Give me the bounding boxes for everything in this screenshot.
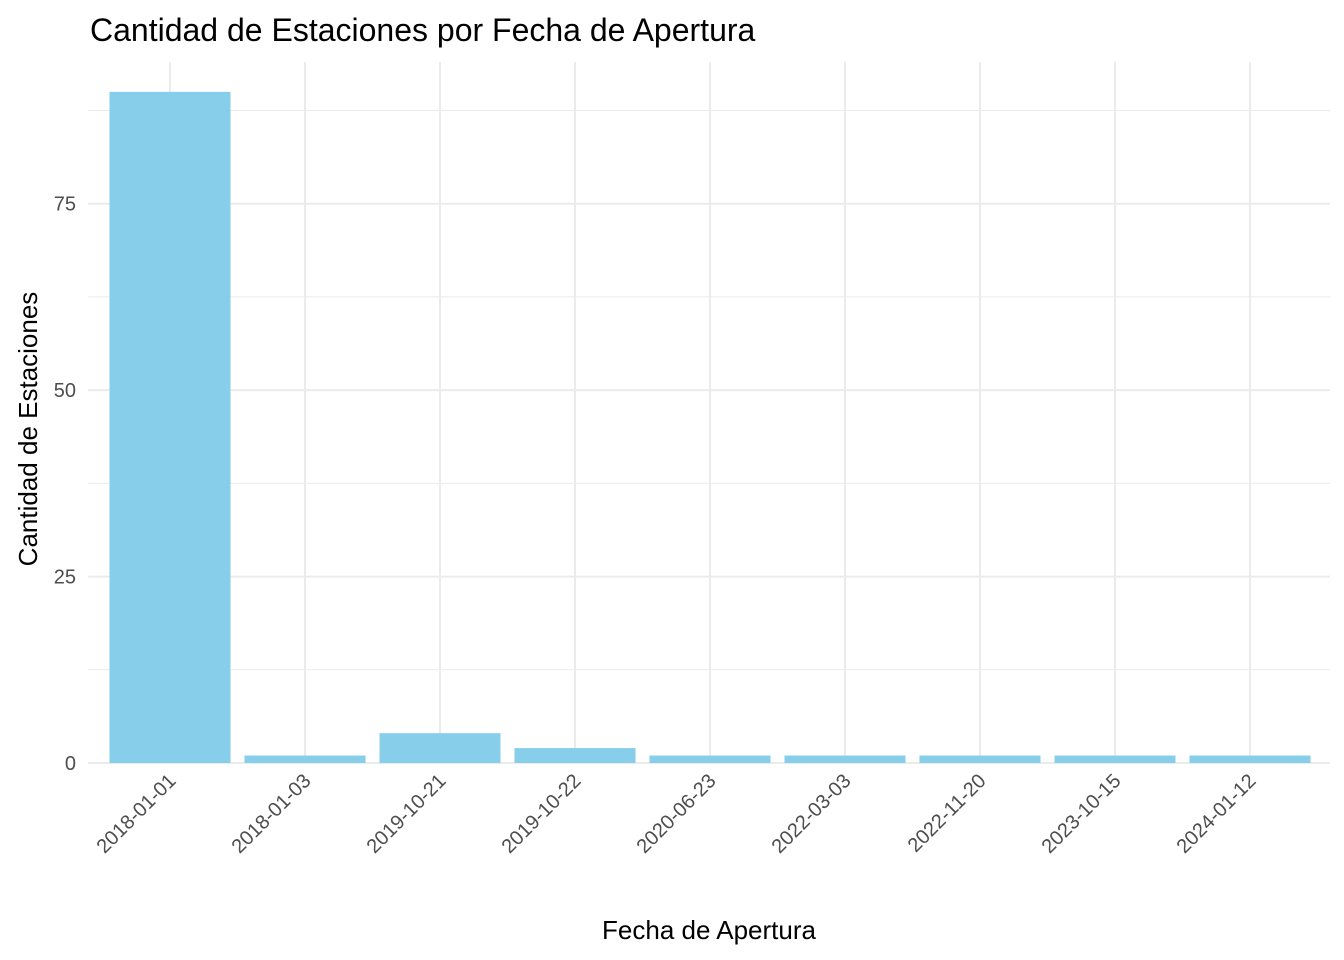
bar-2018-01-03 bbox=[244, 755, 366, 763]
x-tick-label: 2020-06-23 bbox=[633, 770, 721, 858]
bar-2022-11-20 bbox=[919, 755, 1041, 763]
bar-2023-10-15 bbox=[1054, 755, 1176, 763]
bar-2018-01-01 bbox=[109, 91, 231, 764]
y-axis-title: Cantidad de Estaciones bbox=[13, 292, 43, 567]
x-tick-label: 2018-01-03 bbox=[228, 770, 316, 858]
bar-2024-01-12 bbox=[1189, 755, 1311, 763]
y-tick-label: 50 bbox=[54, 380, 76, 402]
bars bbox=[109, 91, 1311, 764]
bar-2020-06-23 bbox=[649, 755, 771, 763]
x-tick-label: 2024-01-12 bbox=[1173, 770, 1261, 858]
y-tick-label: 75 bbox=[54, 194, 76, 216]
x-tick-label: 2022-03-03 bbox=[768, 770, 856, 858]
bar-2022-03-03 bbox=[784, 755, 906, 763]
y-axis-ticks: 0 25 50 75 bbox=[54, 194, 76, 775]
y-tick-label: 0 bbox=[65, 753, 76, 775]
x-tick-label: 2022-11-20 bbox=[904, 770, 991, 857]
bar-2019-10-21 bbox=[379, 733, 501, 763]
bar-2019-10-22 bbox=[514, 748, 636, 763]
x-tick-label: 2019-10-21 bbox=[363, 770, 451, 858]
x-tick-label: 2018-01-01 bbox=[93, 770, 181, 858]
x-tick-label: 2019-10-22 bbox=[498, 770, 586, 858]
grid-lines bbox=[88, 62, 1330, 764]
y-tick-label: 25 bbox=[54, 567, 76, 589]
x-tick-label: 2023-10-15 bbox=[1038, 770, 1126, 858]
x-axis-ticks: 2018-01-01 2018-01-03 2019-10-21 2019-10-22… bbox=[93, 770, 1261, 858]
x-axis-title: Fecha de Apertura bbox=[602, 915, 816, 945]
chart-title: Cantidad de Estaciones por Fecha de Aper… bbox=[90, 12, 756, 48]
